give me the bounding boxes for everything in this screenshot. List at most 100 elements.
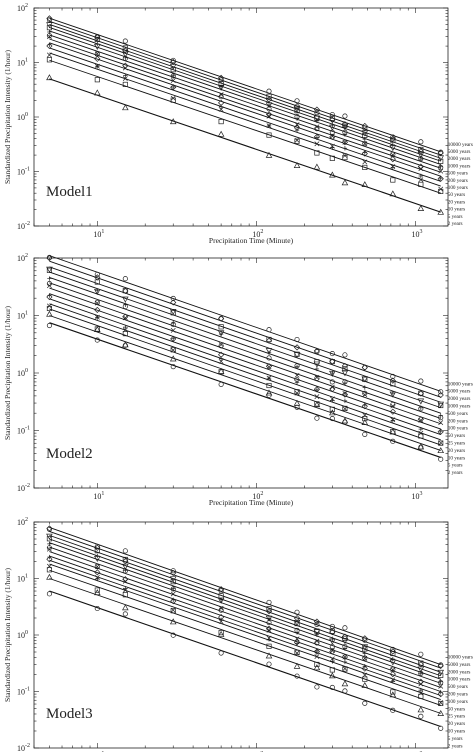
series-label: 200 years <box>448 178 468 184</box>
data-point <box>329 385 336 393</box>
data-point <box>218 586 225 593</box>
data-point <box>362 385 368 390</box>
x-axis-label: Precipitation Time (Minute) <box>209 236 294 245</box>
data-point <box>170 591 176 597</box>
data-point <box>94 271 100 277</box>
data-point <box>390 134 396 140</box>
data-point <box>329 396 335 402</box>
data-point <box>170 347 176 353</box>
data-point <box>362 700 368 706</box>
series-label: 10000 years <box>448 381 473 387</box>
data-point <box>218 77 224 83</box>
y-tick-label: 10-2 <box>17 483 30 493</box>
data-point <box>437 710 445 716</box>
data-point <box>342 625 348 631</box>
series-line <box>49 23 441 159</box>
data-point <box>362 664 368 669</box>
data-point <box>361 681 369 688</box>
data-point <box>418 430 424 436</box>
data-point <box>170 67 176 73</box>
y-tick-label: 10-1 <box>17 167 30 177</box>
data-point <box>122 51 129 58</box>
series-label: 10 years <box>448 729 465 735</box>
series-label: 2000 years <box>448 156 471 162</box>
data-point <box>313 401 321 408</box>
data-point <box>170 568 176 574</box>
data-point <box>342 405 348 411</box>
data-point <box>330 122 335 128</box>
series-line <box>49 546 441 684</box>
data-point <box>122 76 128 82</box>
data-point <box>390 164 396 170</box>
data-point <box>94 587 100 593</box>
data-point <box>418 687 424 693</box>
data-point <box>313 347 321 354</box>
x-axis-label: Precipitation Time (Minute) <box>209 498 294 507</box>
data-point <box>122 611 128 617</box>
data-point <box>218 84 224 89</box>
data-point <box>438 700 444 707</box>
data-point <box>266 132 272 138</box>
data-point <box>46 322 52 329</box>
data-point <box>122 342 128 348</box>
data-point <box>46 310 53 317</box>
series-line <box>49 282 441 419</box>
data-point <box>266 113 272 119</box>
series-line <box>49 569 441 706</box>
chart-panel-2: 101 102 103 10-2 10-1 100 101 102 Standardized P… <box>3 253 473 507</box>
data-point <box>294 122 300 128</box>
data-point <box>170 608 176 614</box>
data-point <box>437 391 444 399</box>
data-point <box>218 605 224 611</box>
data-point <box>46 591 52 597</box>
data-point <box>390 152 396 158</box>
data-point <box>341 362 349 370</box>
data-point <box>314 632 320 637</box>
data-point <box>47 276 52 281</box>
data-point <box>418 671 424 676</box>
data-point <box>94 564 100 570</box>
data-point <box>437 669 445 676</box>
data-point <box>314 135 320 140</box>
data-point <box>266 661 272 667</box>
data-point <box>437 208 445 215</box>
data-point <box>294 641 300 646</box>
data-point <box>361 364 368 371</box>
series-line <box>49 34 441 169</box>
data-point <box>294 609 300 615</box>
data-point <box>122 288 128 294</box>
data-point <box>362 136 368 142</box>
series-label: 20 years <box>448 448 465 454</box>
data-point <box>330 636 335 642</box>
data-point <box>266 619 272 626</box>
data-point <box>361 181 369 188</box>
data-point <box>417 678 424 685</box>
series-line <box>49 538 441 677</box>
data-point <box>389 428 397 435</box>
data-point <box>390 373 396 380</box>
data-point <box>418 406 424 412</box>
data-point <box>169 576 177 583</box>
data-point <box>266 599 272 605</box>
data-point <box>265 625 273 632</box>
data-point <box>94 279 100 285</box>
x-tick-label: 103 <box>412 229 423 239</box>
data-point <box>389 648 396 655</box>
data-point <box>122 563 129 570</box>
data-point <box>169 63 177 70</box>
data-point <box>46 22 53 29</box>
data-point <box>342 688 348 694</box>
data-point <box>122 331 128 337</box>
data-point <box>122 81 128 87</box>
data-point <box>342 419 348 425</box>
series-label: 500 years <box>448 171 468 177</box>
y-tick-label: 10-2 <box>17 743 30 752</box>
data-point <box>418 426 424 432</box>
y-tick-label: 102 <box>17 3 28 13</box>
data-point <box>418 713 424 719</box>
series-label: 5000 years <box>448 389 471 395</box>
data-point <box>389 377 396 384</box>
data-point <box>362 150 368 155</box>
data-point <box>341 124 349 131</box>
data-point <box>293 352 301 359</box>
